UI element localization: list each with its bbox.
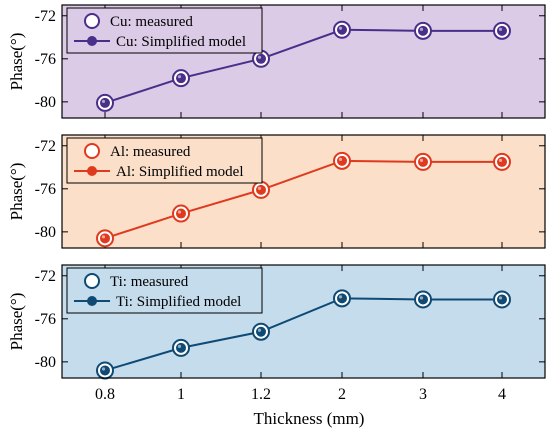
model-point (256, 326, 266, 337)
y-axis-title: Phase(°) (7, 33, 26, 91)
model-point-highlight (419, 27, 424, 31)
model-point (256, 184, 266, 195)
legend-box (66, 267, 263, 314)
model-point (337, 24, 347, 35)
x-tick-label: 0.8 (95, 386, 115, 403)
x-axis-title: Thickness (mm) (254, 409, 365, 428)
model-point (100, 233, 110, 244)
series-line (104, 297, 502, 372)
model-point (176, 73, 186, 84)
model-point-highlight (101, 99, 106, 104)
model-point (418, 25, 428, 36)
model-point-highlight (419, 158, 424, 163)
y-tick-label: -72 (35, 8, 56, 25)
series-line (104, 159, 502, 240)
model-point (418, 156, 428, 167)
model-point (497, 25, 507, 36)
y-axis-title: Phase(°) (7, 163, 26, 221)
plot-frame (61, 264, 546, 379)
model-point (337, 155, 347, 166)
legend-label: Ti: measured (110, 274, 189, 290)
model-point-highlight (338, 295, 343, 299)
legend-box (66, 137, 263, 184)
legend: Ti: measured Ti: Simplified model (66, 267, 263, 314)
y-tick-label: -76 (35, 51, 56, 68)
model-point (497, 294, 507, 305)
y-axis-title: Phase(°) (7, 293, 26, 351)
legend-marker-measured (84, 13, 100, 29)
chart-panels: -72 -76 -80 Phase(°) Cu: measured Cu: Simplif… (7, 4, 546, 380)
legend: Cu: measured Cu: Simplified model (66, 7, 263, 54)
legend: Al: measured Al: Simplified model (66, 137, 263, 184)
model-point-highlight (257, 186, 262, 190)
model-point (497, 156, 507, 167)
y-tick-label: -80 (35, 94, 56, 111)
x-tick-label: 4 (498, 386, 506, 403)
model-point-highlight (177, 344, 182, 348)
y-tick-label: -72 (35, 138, 56, 155)
model-point (256, 53, 266, 64)
model-point-highlight (338, 26, 343, 30)
plot-frame (61, 4, 546, 119)
model-point-highlight (257, 55, 262, 59)
model-point-highlight (498, 296, 503, 300)
plot-frame (61, 134, 546, 249)
legend-marker-model (87, 36, 97, 46)
y-tick-label: -76 (35, 181, 56, 198)
model-point (337, 293, 347, 304)
model-point-highlight (338, 157, 343, 161)
legend-marker-measured (84, 273, 100, 289)
x-tick-label: 1.2 (251, 386, 271, 403)
legend-label: Al: measured (110, 144, 191, 160)
x-tick-label: 2 (338, 386, 346, 403)
model-point-highlight (177, 210, 182, 214)
model-point (418, 294, 428, 305)
model-point-highlight (101, 235, 106, 239)
model-point (100, 365, 110, 376)
legend-marker-model (87, 296, 97, 306)
legend-box (66, 7, 263, 54)
model-point-highlight (177, 75, 182, 79)
chart-panel: -72 -76 -80 Phase(°) Al: measured Al: Simplif… (7, 134, 546, 249)
model-point (176, 208, 186, 219)
y-tick-label: -80 (35, 224, 56, 241)
model-point-highlight (419, 296, 424, 300)
model-point (100, 97, 110, 108)
x-axis: 0.8 1 1.2 2 3 4 (95, 386, 506, 403)
legend-label: Ti: Simplified model (116, 294, 241, 310)
chart-panel: -72 -76 -80 Phase(°) Ti: measured Ti: Simplif… (7, 264, 546, 380)
model-point-highlight (257, 328, 262, 332)
x-tick-label: 1 (177, 386, 185, 403)
chart-panel: -72 -76 -80 Phase(°) Cu: measured Cu: Simplif… (7, 4, 546, 119)
legend-label: Cu: Simplified model (116, 34, 246, 50)
legend-label: Al: Simplified model (116, 164, 244, 180)
legend-marker-measured (84, 143, 100, 159)
series-line (104, 28, 502, 104)
y-tick-label: -76 (35, 311, 56, 328)
x-tick-label: 3 (419, 386, 427, 403)
y-tick-label: -72 (35, 268, 56, 285)
model-point (176, 342, 186, 353)
y-tick-label: -80 (35, 354, 56, 371)
model-point-highlight (101, 367, 106, 371)
legend-marker-model (87, 166, 97, 176)
model-point-highlight (498, 27, 503, 31)
legend-label: Cu: measured (110, 14, 193, 30)
model-point-highlight (498, 158, 503, 163)
